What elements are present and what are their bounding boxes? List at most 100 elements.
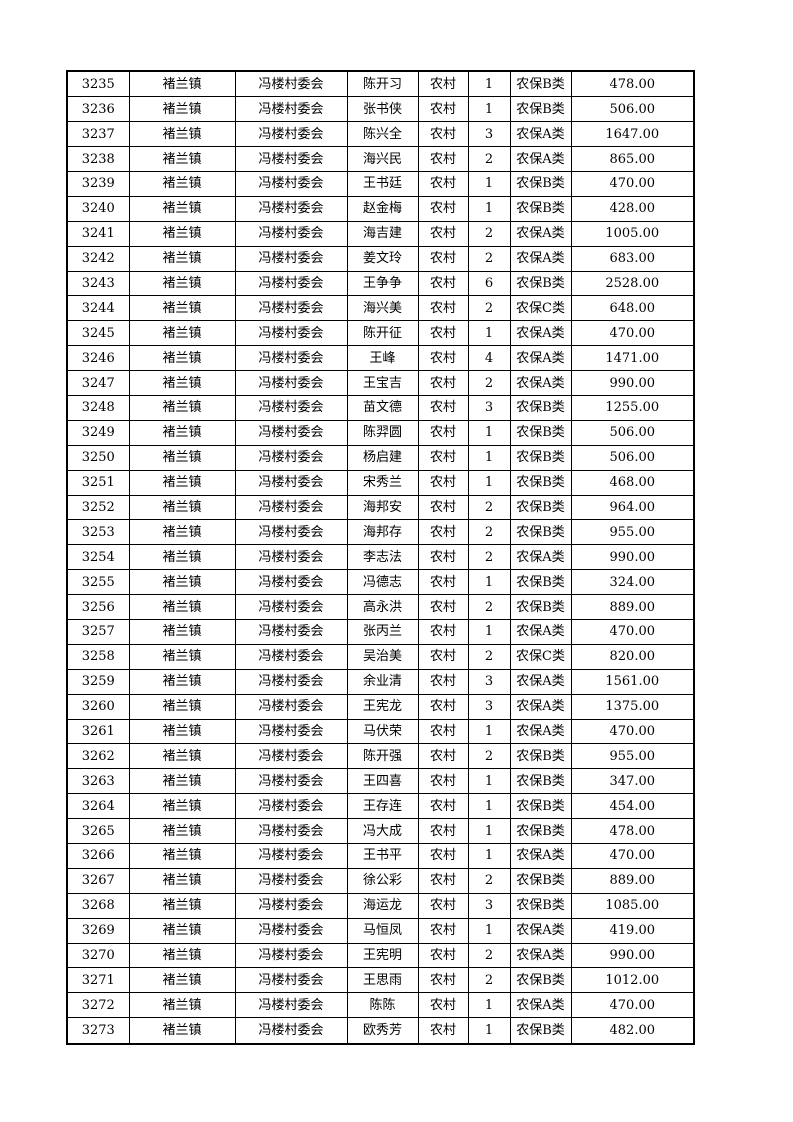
household-type-cell: 农村 <box>417 121 469 148</box>
town-cell: 褚兰镇 <box>128 345 236 372</box>
household-type-cell: 农村 <box>417 345 469 372</box>
table-row: 3262 褚兰镇 冯楼村委会 陈开强 农村 2 农保B类 955.00 <box>66 743 695 770</box>
table-row: 3258 褚兰镇 冯楼村委会 吴治美 农村 2 农保C类 820.00 <box>66 643 695 670</box>
amount-cell: 1561.00 <box>570 668 695 695</box>
table-row: 3261 褚兰镇 冯楼村委会 马伏荣 农村 1 农保A类 470.00 <box>66 718 695 745</box>
household-type-cell: 农村 <box>417 70 469 98</box>
person-name-cell: 王峰 <box>346 345 419 372</box>
town-cell: 褚兰镇 <box>128 768 236 795</box>
town-cell: 褚兰镇 <box>128 793 236 820</box>
serial-cell: 3259 <box>66 668 130 695</box>
table-row: 3264 褚兰镇 冯楼村委会 王存连 农村 1 农保B类 454.00 <box>66 793 695 820</box>
person-count-cell: 6 <box>467 270 511 297</box>
person-count-cell: 2 <box>467 942 511 969</box>
household-type-cell: 农村 <box>417 693 469 720</box>
person-name-cell: 王存连 <box>346 793 419 820</box>
person-name-cell: 王书平 <box>346 843 419 869</box>
household-type-cell: 农村 <box>417 494 469 521</box>
person-count-cell: 1 <box>467 320 511 347</box>
person-name-cell: 海兴美 <box>346 295 419 322</box>
serial-cell: 3255 <box>66 569 130 596</box>
insurance-category-cell: 农保C类 <box>509 295 572 322</box>
person-name-cell: 冯大成 <box>346 818 419 844</box>
amount-cell: 648.00 <box>570 295 695 322</box>
insurance-category-cell: 农保A类 <box>509 843 572 869</box>
household-type-cell: 农村 <box>417 444 469 471</box>
household-type-cell: 农村 <box>417 818 469 844</box>
household-type-cell: 农村 <box>417 419 469 446</box>
village-cell: 冯楼村委会 <box>234 469 348 496</box>
insurance-category-cell: 农保B类 <box>509 195 572 222</box>
person-count-cell: 1 <box>467 444 511 471</box>
person-count-cell: 1 <box>467 469 511 496</box>
serial-cell: 3262 <box>66 743 130 770</box>
table-row: 3238 褚兰镇 冯楼村委会 海兴民 农村 2 农保A类 865.00 <box>66 146 695 172</box>
table-row: 3244 褚兰镇 冯楼村委会 海兴美 农村 2 农保C类 648.00 <box>66 295 695 322</box>
amount-cell: 990.00 <box>570 942 695 969</box>
town-cell: 褚兰镇 <box>128 394 236 421</box>
serial-cell: 3263 <box>66 768 130 795</box>
household-type-cell: 农村 <box>417 170 469 197</box>
person-count-cell: 3 <box>467 892 511 919</box>
insurance-category-cell: 农保A类 <box>509 668 572 695</box>
person-name-cell: 陈羿圆 <box>346 419 419 446</box>
serial-cell: 3241 <box>66 220 130 247</box>
table-row: 3260 褚兰镇 冯楼村委会 王宪龙 农村 3 农保A类 1375.00 <box>66 693 695 720</box>
town-cell: 褚兰镇 <box>128 693 236 720</box>
person-name-cell: 王四喜 <box>346 768 419 795</box>
town-cell: 褚兰镇 <box>128 220 236 247</box>
table-row: 3239 褚兰镇 冯楼村委会 王书廷 农村 1 农保B类 470.00 <box>66 170 695 197</box>
household-type-cell: 农村 <box>417 1017 469 1045</box>
village-cell: 冯楼村委会 <box>234 618 348 645</box>
insurance-category-cell: 农保C类 <box>509 643 572 670</box>
amount-cell: 1375.00 <box>570 693 695 720</box>
table-row: 3235 褚兰镇 冯楼村委会 陈开习 农村 1 农保B类 478.00 <box>66 70 695 98</box>
village-cell: 冯楼村委会 <box>234 594 348 620</box>
insurance-category-cell: 农保A类 <box>509 992 572 1019</box>
insurance-category-cell: 农保B类 <box>509 594 572 620</box>
insurance-category-cell: 农保B类 <box>509 768 572 795</box>
household-type-cell: 农村 <box>417 220 469 247</box>
amount-cell: 470.00 <box>570 992 695 1019</box>
serial-cell: 3244 <box>66 295 130 322</box>
village-cell: 冯楼村委会 <box>234 743 348 770</box>
table-row: 3273 褚兰镇 冯楼村委会 欧秀芳 农村 1 农保B类 482.00 <box>66 1017 695 1045</box>
household-type-cell: 农村 <box>417 718 469 745</box>
insurance-category-cell: 农保A类 <box>509 917 572 944</box>
insurance-category-cell: 农保A类 <box>509 718 572 745</box>
town-cell: 褚兰镇 <box>128 146 236 172</box>
serial-cell: 3271 <box>66 967 130 994</box>
village-cell: 冯楼村委会 <box>234 992 348 1019</box>
village-cell: 冯楼村委会 <box>234 1017 348 1045</box>
person-name-cell: 海兴民 <box>346 146 419 172</box>
village-cell: 冯楼村委会 <box>234 295 348 322</box>
village-cell: 冯楼村委会 <box>234 170 348 197</box>
amount-cell: 1012.00 <box>570 967 695 994</box>
insurance-category-cell: 农保B类 <box>509 892 572 919</box>
table-row: 3245 褚兰镇 冯楼村委会 陈开征 农村 1 农保A类 470.00 <box>66 320 695 347</box>
serial-cell: 3243 <box>66 270 130 297</box>
village-cell: 冯楼村委会 <box>234 96 348 123</box>
amount-cell: 324.00 <box>570 569 695 596</box>
person-count-cell: 1 <box>467 793 511 820</box>
serial-cell: 3266 <box>66 843 130 869</box>
insurance-category-cell: 农保A类 <box>509 146 572 172</box>
payment-table-body: 3235 褚兰镇 冯楼村委会 陈开习 农村 1 农保B类 478.00 3236 褚兰镇 冯楼村委会… <box>66 70 695 1045</box>
person-count-cell: 2 <box>467 967 511 994</box>
insurance-category-cell: 农保B类 <box>509 793 572 820</box>
village-cell: 冯楼村委会 <box>234 121 348 148</box>
person-name-cell: 海吉建 <box>346 220 419 247</box>
person-name-cell: 海邦安 <box>346 494 419 521</box>
town-cell: 褚兰镇 <box>128 743 236 770</box>
person-name-cell: 海邦存 <box>346 519 419 546</box>
serial-cell: 3267 <box>66 867 130 894</box>
serial-cell: 3235 <box>66 70 130 98</box>
serial-cell: 3258 <box>66 643 130 670</box>
village-cell: 冯楼村委会 <box>234 519 348 546</box>
person-name-cell: 赵金梅 <box>346 195 419 222</box>
person-name-cell: 马恒凤 <box>346 917 419 944</box>
insurance-category-cell: 农保B类 <box>509 494 572 521</box>
serial-cell: 3242 <box>66 245 130 272</box>
household-type-cell: 农村 <box>417 618 469 645</box>
serial-cell: 3249 <box>66 419 130 446</box>
